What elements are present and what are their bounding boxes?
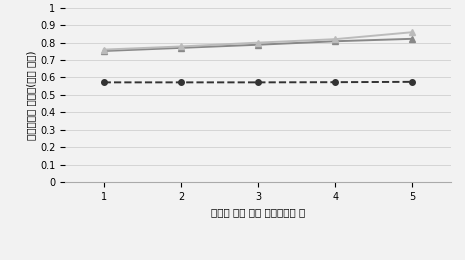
대학이상 [101,48,106,51]
대학이상 [332,38,338,41]
고졸(비일반계 ) [178,81,184,84]
대학이상 [255,41,261,44]
Line: 전문대학: 전문대학 [101,36,415,54]
대학이상 [410,31,415,34]
전문대학 [332,40,338,43]
고졸(비일반계 ) [410,80,415,83]
X-axis label: 참여한 취업 준비 프로그램의 수: 참여한 취업 준비 프로그램의 수 [211,207,305,217]
Line: 대학이상: 대학이상 [101,29,415,52]
고졸(비일반계 ) [101,81,106,84]
고졸(비일반계 ) [332,81,338,84]
전문대학 [255,43,261,46]
전문대학 [101,49,106,53]
전문대학 [178,46,184,49]
전문대학 [410,37,415,40]
Y-axis label: 목표일자리 달성도(달성 확률): 목표일자리 달성도(달성 확률) [26,50,36,140]
대학이상 [178,45,184,48]
Line: 고졸(비일반계 ): 고졸(비일반계 ) [101,79,415,85]
고졸(비일반계 ) [255,81,261,84]
